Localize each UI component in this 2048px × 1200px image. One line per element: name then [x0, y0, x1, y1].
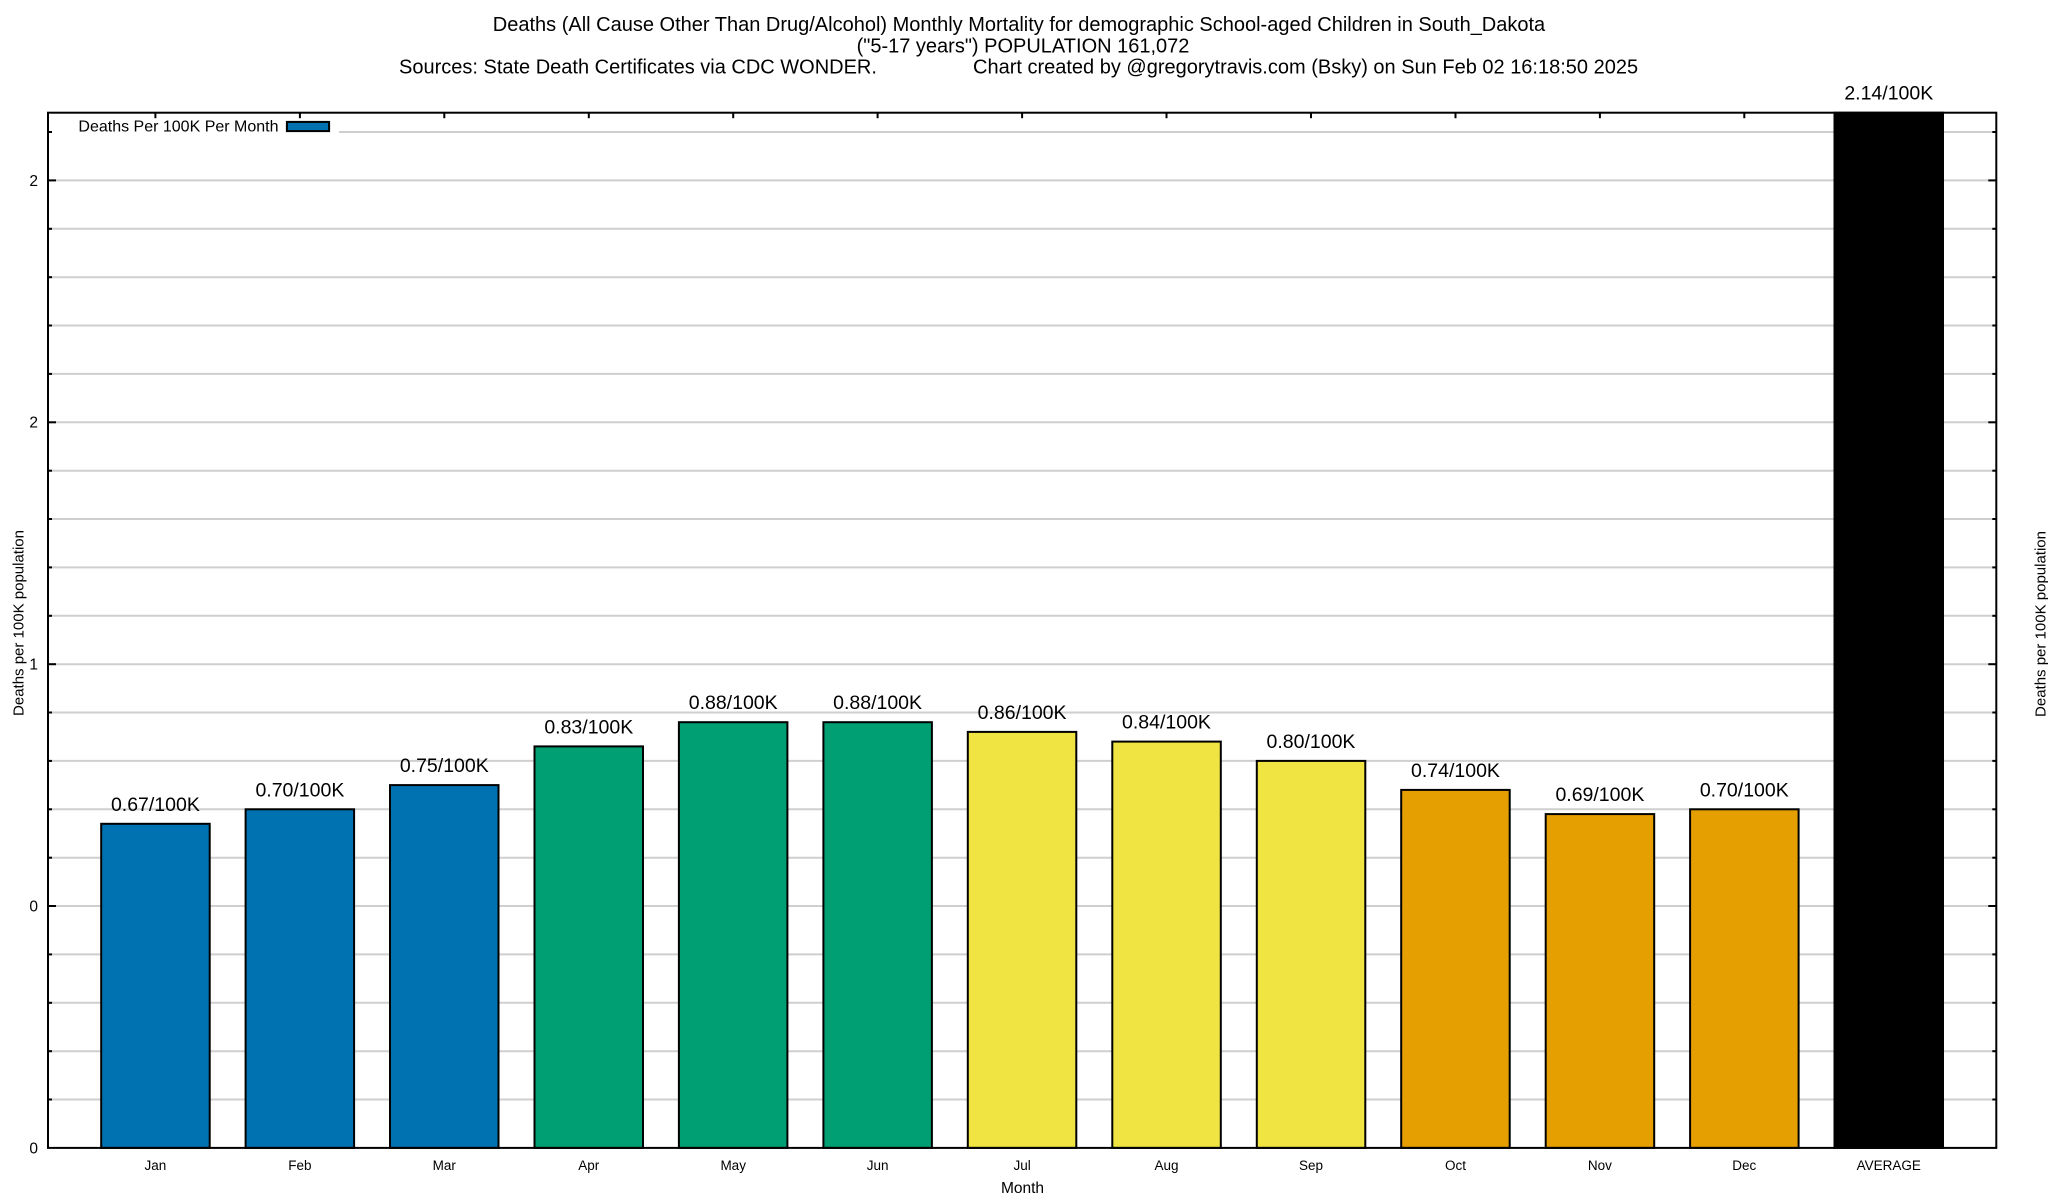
svg-text:Dec: Dec [1732, 1158, 1756, 1173]
svg-text:Chart created by @gregorytravi: Chart created by @gregorytravis.com (Bsk… [973, 57, 1638, 79]
svg-text:2: 2 [29, 415, 38, 432]
svg-text:Deaths per 100K population: Deaths per 100K population [11, 530, 28, 716]
svg-text:0.84/100K: 0.84/100K [1122, 712, 1211, 734]
svg-text:1: 1 [29, 657, 38, 674]
svg-text:0.70/100K: 0.70/100K [1700, 779, 1789, 801]
svg-text:Deaths Per 100K Per Month: Deaths Per 100K Per Month [78, 119, 278, 136]
svg-text:Month: Month [1001, 1180, 1044, 1197]
svg-text:0.69/100K: 0.69/100K [1555, 784, 1644, 806]
svg-text:0: 0 [29, 898, 38, 915]
svg-text:2: 2 [29, 173, 38, 190]
svg-text:0.83/100K: 0.83/100K [544, 716, 633, 738]
svg-text:Deaths per 100K population: Deaths per 100K population [2033, 531, 2048, 717]
svg-text:Jun: Jun [867, 1158, 889, 1173]
svg-text:0.80/100K: 0.80/100K [1267, 731, 1356, 753]
svg-text:0.74/100K: 0.74/100K [1411, 760, 1500, 782]
svg-text:Aug: Aug [1154, 1158, 1178, 1173]
svg-text:2.14/100K: 2.14/100K [1844, 83, 1933, 105]
svg-text:Jul: Jul [1013, 1158, 1030, 1173]
svg-text:0: 0 [29, 1140, 38, 1157]
svg-text:0.88/100K: 0.88/100K [689, 692, 778, 714]
svg-text:Nov: Nov [1588, 1158, 1612, 1173]
svg-text:("5-17 years") POPULATION 161,: ("5-17 years") POPULATION 161,072 [857, 36, 1190, 58]
svg-text:Sep: Sep [1299, 1158, 1323, 1173]
svg-text:0.86/100K: 0.86/100K [978, 702, 1067, 724]
svg-text:May: May [720, 1158, 746, 1173]
svg-text:Feb: Feb [288, 1158, 311, 1173]
svg-text:Mar: Mar [433, 1158, 457, 1173]
svg-text:AVERAGE: AVERAGE [1857, 1158, 1921, 1173]
svg-text:0.88/100K: 0.88/100K [833, 692, 922, 714]
svg-text:0.67/100K: 0.67/100K [111, 794, 200, 816]
svg-text:Deaths (All Cause Other Than D: Deaths (All Cause Other Than Drug/Alcoho… [493, 14, 1546, 36]
svg-text:Oct: Oct [1445, 1158, 1466, 1173]
svg-text:Sources: State Death Certifica: Sources: State Death Certificates via CD… [399, 57, 877, 79]
svg-text:Jan: Jan [145, 1158, 167, 1173]
svg-text:0.70/100K: 0.70/100K [255, 779, 344, 801]
svg-text:0.75/100K: 0.75/100K [400, 755, 489, 777]
svg-text:Apr: Apr [578, 1158, 600, 1173]
